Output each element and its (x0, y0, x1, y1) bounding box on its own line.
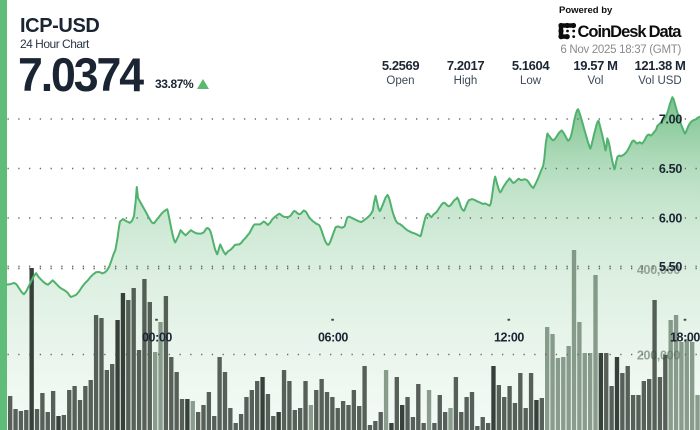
svg-text:200,000: 200,000 (637, 349, 680, 363)
svg-text:00:00: 00:00 (142, 331, 172, 345)
svg-text:06:00: 06:00 (318, 331, 348, 345)
svg-text:5.50: 5.50 (659, 260, 682, 274)
svg-text:6.00: 6.00 (659, 211, 682, 225)
svg-text:12:00: 12:00 (494, 331, 524, 345)
svg-text:6.50: 6.50 (659, 162, 682, 176)
svg-text:7.00: 7.00 (659, 112, 682, 126)
svg-text:18:00: 18:00 (670, 331, 700, 345)
svg-text:400,000: 400,000 (637, 263, 680, 277)
